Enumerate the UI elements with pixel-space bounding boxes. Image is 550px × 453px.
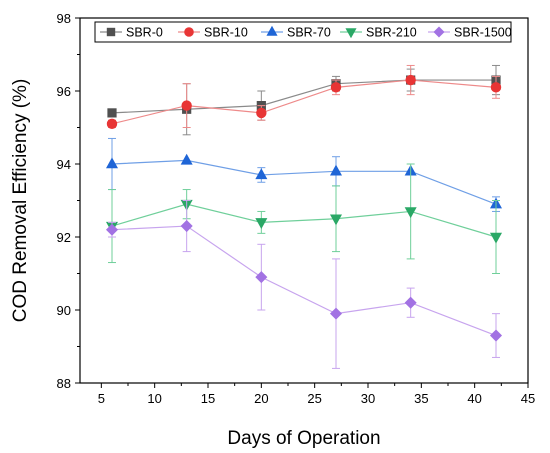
series-sbr-70 bbox=[105, 137, 503, 212]
y-tick-label: 90 bbox=[57, 303, 71, 318]
legend-item-sbr-70: SBR-70 bbox=[261, 26, 331, 40]
data-point bbox=[405, 74, 416, 86]
data-point bbox=[490, 82, 502, 93]
x-tick-label: 35 bbox=[414, 391, 428, 406]
legend-item-sbr-1500: SBR-1500 bbox=[428, 26, 512, 40]
x-axis-title: Days of Operation bbox=[227, 428, 380, 449]
series-line bbox=[111, 79, 497, 125]
data-point bbox=[180, 153, 193, 165]
plot-frame bbox=[79, 17, 529, 384]
y-axis-title: COD Removal Efficiency (%) bbox=[10, 79, 31, 323]
data-point bbox=[105, 223, 119, 236]
series-line bbox=[111, 225, 497, 337]
legend-marker bbox=[266, 25, 278, 36]
legend-label: SBR-1500 bbox=[454, 26, 512, 40]
x-tick-label: 10 bbox=[147, 391, 161, 406]
series-layer bbox=[105, 64, 503, 369]
x-tick-label: 40 bbox=[467, 391, 481, 406]
y-tick-label: 94 bbox=[57, 157, 71, 172]
data-point bbox=[404, 296, 417, 309]
data-point bbox=[106, 118, 118, 130]
y-axis: 88 90 92 94 96 98 bbox=[57, 11, 80, 391]
data-point bbox=[330, 82, 342, 93]
legend-item-sbr-10: SBR-10 bbox=[178, 26, 248, 40]
legend-label: SBR-210 bbox=[366, 26, 417, 40]
y-tick-label: 88 bbox=[57, 376, 71, 391]
data-point bbox=[180, 220, 193, 233]
data-point bbox=[181, 100, 192, 111]
y-tick-label: 92 bbox=[57, 230, 71, 245]
series-sbr-0 bbox=[107, 64, 501, 136]
data-point bbox=[329, 164, 343, 176]
legend-marker bbox=[184, 27, 194, 37]
series-sbr-1500 bbox=[105, 200, 503, 369]
y-tick-label: 98 bbox=[57, 11, 71, 26]
data-point bbox=[255, 271, 268, 284]
x-tick-label: 15 bbox=[201, 391, 215, 406]
legend-label: SBR-10 bbox=[204, 26, 248, 40]
data-point bbox=[256, 107, 267, 119]
data-point bbox=[404, 207, 417, 219]
data-point bbox=[329, 214, 343, 226]
legend-marker bbox=[345, 28, 357, 39]
legend-item-sbr-0: SBR-0 bbox=[100, 26, 163, 40]
plot-area bbox=[79, 17, 529, 384]
x-tick-label: 25 bbox=[307, 391, 321, 406]
data-point bbox=[489, 329, 503, 342]
legend-label: SBR-0 bbox=[126, 26, 163, 40]
data-point bbox=[329, 307, 343, 320]
legend-label: SBR-70 bbox=[287, 26, 331, 40]
series-line bbox=[111, 159, 497, 205]
series-sbr-10 bbox=[106, 64, 502, 130]
x-tick-label: 20 bbox=[254, 391, 268, 406]
data-point bbox=[489, 232, 503, 244]
x-tick-label: 45 bbox=[521, 391, 535, 406]
legend-box bbox=[94, 21, 512, 43]
legend-marker bbox=[433, 26, 445, 38]
series-line bbox=[111, 203, 497, 238]
x-tick-label: 5 bbox=[98, 391, 105, 406]
x-axis: 5 10 15 20 25 30 35 40 45 bbox=[98, 383, 535, 406]
data-point bbox=[107, 108, 117, 118]
data-point bbox=[255, 168, 268, 180]
legend-item-sbr-210: SBR-210 bbox=[340, 26, 417, 40]
y-tick-label: 96 bbox=[57, 84, 71, 99]
series-sbr-210 bbox=[105, 163, 503, 274]
data-point bbox=[255, 218, 268, 230]
x-tick-label: 30 bbox=[361, 391, 375, 406]
legend-marker bbox=[106, 27, 116, 37]
legend: SBR-0 SBR-10 SBR-70 SBR-210 SBR-1500 bbox=[94, 21, 512, 43]
series-line bbox=[111, 79, 496, 114]
data-point bbox=[105, 157, 119, 169]
